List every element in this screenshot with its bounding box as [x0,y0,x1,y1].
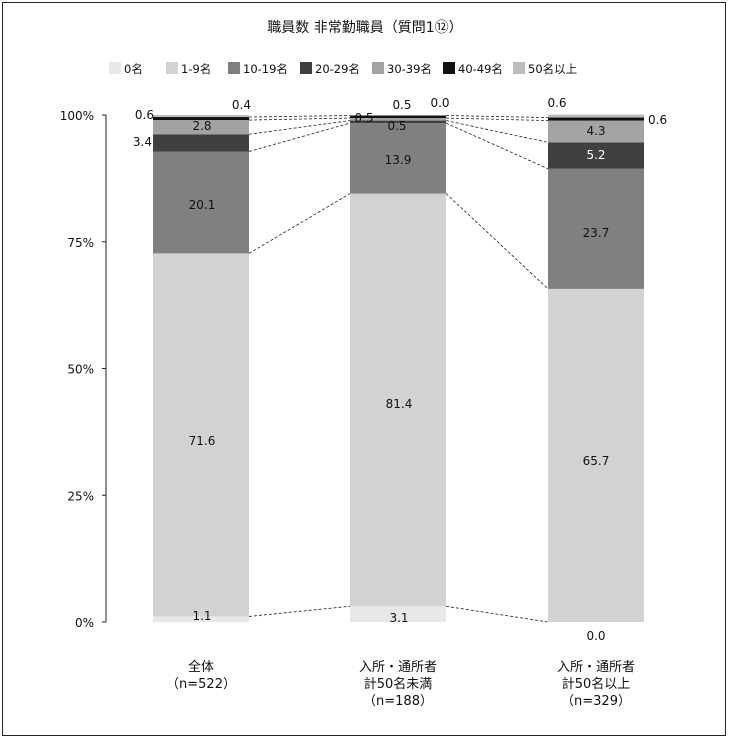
series-connector [248,115,351,118]
bar-segment [350,120,446,124]
bar-segment [548,114,644,118]
bar-segment [350,193,446,607]
data-label: 0.5 [387,119,406,133]
legend-swatch [513,62,525,74]
data-label: 0.6 [135,108,154,122]
legend-swatch [300,62,312,74]
bar-segment [153,115,249,118]
category-label: 全体 [188,659,214,675]
value-labels: 1.1 71.6 20.1 3.4 2.8 0.6 0.4 3.1 81.4 13.9 0.5 0.5… [133,96,667,643]
bar-segment [153,253,249,617]
data-label: 13.9 [385,153,412,167]
series-connector [445,193,549,290]
series-connector [248,122,351,152]
x-axis-labels: 全体（n=522）入所・通所者計50名未満（n=188）入所・通所者計50名以上… [166,659,635,709]
bar-segment [350,606,446,622]
legend-swatch [372,62,384,74]
legend-label: 10-19名 [243,62,288,76]
bar-segment [153,117,249,121]
bar-segment [153,120,249,135]
data-label: 5.2 [586,148,605,162]
data-label: 0.5 [354,111,373,125]
data-label: 4.3 [586,124,605,138]
data-label: 0.6 [648,113,667,127]
y-tick-label: 75% [67,236,94,250]
bar-segment [548,288,644,622]
category-label: （n=188） [363,694,433,709]
y-tick-label: 50% [67,363,94,377]
category-label: （n=522） [166,677,236,692]
category-label: 計50名未満 [364,676,433,692]
series-connector [445,605,549,623]
data-label: 23.7 [583,226,610,240]
bar-segment [548,120,644,143]
y-tick-label: 25% [67,489,94,503]
series-connector [248,117,351,121]
bar-segment [153,151,249,254]
category-label: 計50名以上 [562,676,631,692]
bar-segment [350,118,446,121]
data-label: 1.1 [192,609,211,623]
series-connector [248,605,351,617]
chart-title: 職員数 非常勤職員（質問1⑫） [267,20,462,36]
data-label: 3.4 [133,135,152,149]
bar-segment [350,123,446,194]
bar-segment [548,142,644,169]
legend-label: 0名 [124,62,143,76]
data-label: 0.6 [547,96,566,110]
data-label: 0.5 [392,98,411,112]
data-label: 81.4 [386,397,413,411]
data-label: 2.8 [192,119,211,133]
legend: 0名 1-9名 10-19名 20-29名 30-39名 40-49名 50名以上 [109,62,577,76]
series-connector [248,120,351,135]
series-connector [445,117,549,121]
data-label: 20.1 [189,198,216,212]
series-connector [445,122,549,170]
bar-segment [548,117,644,121]
legend-swatch [228,62,240,74]
bar-segment [153,134,249,152]
legend-swatch [166,62,178,74]
data-label: 0.0 [586,629,605,643]
legend-label: 50名以上 [528,62,577,76]
y-axis: 0% 25% 50% 75% 100% [60,109,107,630]
legend-label: 30-39名 [387,62,432,76]
legend-label: 20-29名 [315,62,360,76]
stacked-bar-chart: 職員数 非常勤職員（質問1⑫） 0名 1-9名 10-19名 20-29名 30-39名… [60,20,667,709]
series-connector [445,120,549,143]
data-label: 0.4 [232,98,251,112]
bars [153,114,644,622]
y-tick-label: 100% [60,109,94,123]
category-label: （n=329） [561,694,631,709]
bar-segment [548,168,644,289]
y-tick-label: 0% [75,616,94,630]
legend-swatch [109,62,121,74]
data-label: 0.0 [430,96,449,110]
legend-swatch [443,62,455,74]
bar-segment [153,616,249,622]
data-label: 3.1 [389,611,408,625]
series-connector-lines [248,115,549,623]
legend-label: 40-49名 [458,62,503,76]
series-connector [445,115,549,118]
category-label: 入所・通所者 [557,660,635,675]
bar-segment [350,115,446,119]
legend-label: 1-9名 [181,62,211,76]
category-label: 入所・通所者 [359,660,437,675]
series-connector [248,193,351,254]
data-label: 71.6 [189,434,216,448]
data-label: 65.7 [583,454,610,468]
